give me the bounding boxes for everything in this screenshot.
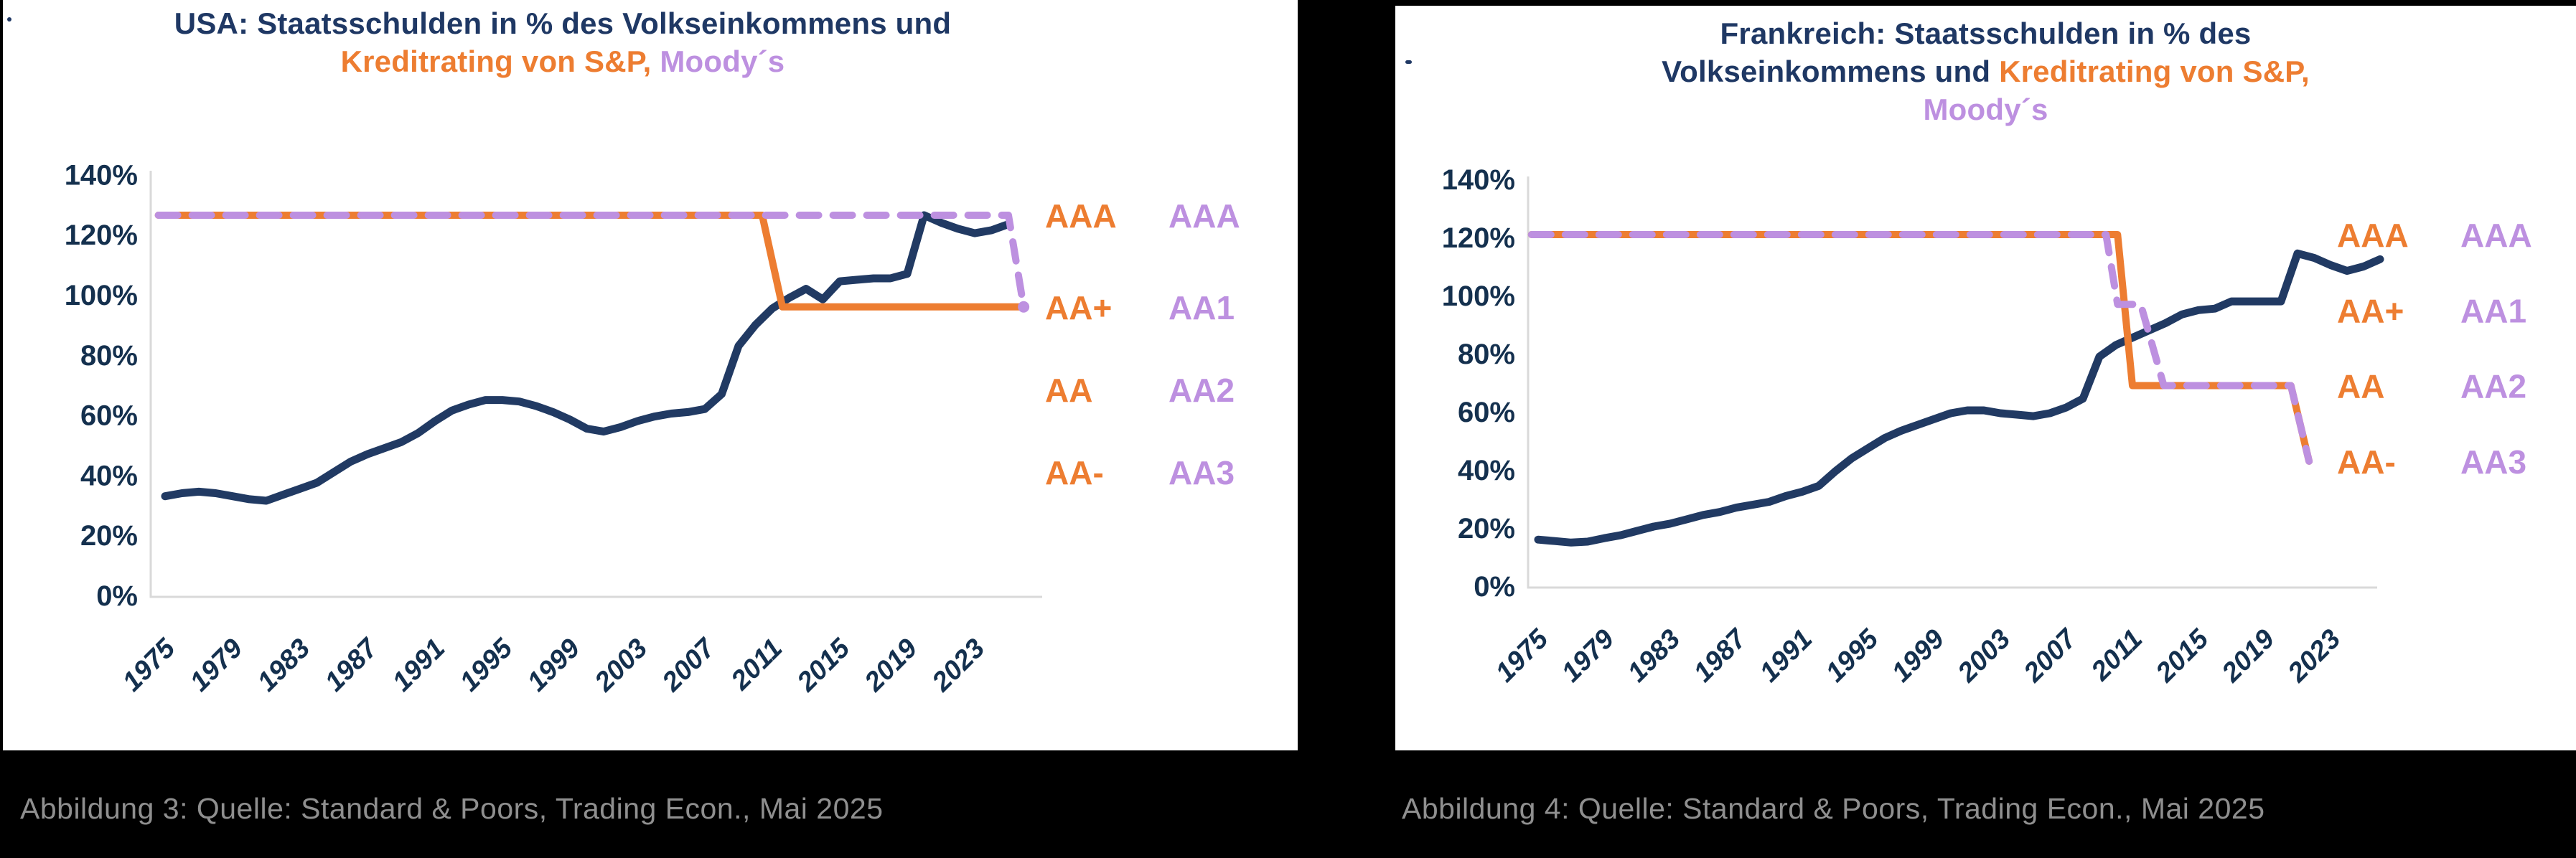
- x-tick-label: 2011: [725, 633, 788, 697]
- x-tick-label: 1991: [387, 633, 451, 697]
- title-run-purple: Moody´s: [1923, 93, 2048, 126]
- sp-rating-label: AA+: [1045, 289, 1112, 326]
- sp-rating-label: AA: [1045, 372, 1092, 409]
- y-tick-label: 120%: [1442, 222, 1515, 254]
- moodys-rating-label: AAA: [1168, 197, 1240, 235]
- x-tick-label: 2015: [2150, 623, 2215, 689]
- chart-title-line: Volkseinkommens und Kreditrating von S&P…: [1395, 52, 2576, 90]
- moodys-rating-label: AA3: [2460, 443, 2526, 481]
- x-tick-label: 2023: [2282, 624, 2346, 689]
- title-run-purple: Moody´s: [660, 44, 785, 78]
- y-tick-label: 100%: [65, 280, 138, 311]
- x-tick-label: 2003: [589, 633, 653, 698]
- y-tick-label: 20%: [80, 520, 138, 552]
- title-run-navy: Frankreich: Staatsschulden in % des: [1720, 16, 2252, 50]
- y-tick-label: 140%: [1442, 164, 1515, 196]
- x-tick-label: 1979: [184, 633, 248, 697]
- y-tick-label: 80%: [1458, 339, 1515, 370]
- y-tick-label: 120%: [65, 220, 138, 251]
- series-sp-rating-line: [154, 212, 1028, 311]
- series-debt-line: [1534, 249, 2384, 547]
- x-tick-label: 1983: [1622, 624, 1686, 688]
- y-tick-label: 0%: [96, 580, 138, 612]
- sp-rating-label: AAA: [2337, 217, 2409, 254]
- sp-rating-label: AAA: [1045, 197, 1117, 235]
- x-tick-label: 1979: [1556, 624, 1620, 688]
- x-tick-label: 1975: [117, 633, 182, 697]
- series-moodys-rating-line: [1527, 231, 2313, 465]
- y-tick-label: 40%: [1458, 455, 1515, 486]
- chart-title-line: Moody´s: [1395, 90, 2576, 128]
- stray-dot: [7, 17, 11, 22]
- y-tick-label: 60%: [1458, 397, 1515, 428]
- moodys-rating-label: AA3: [1168, 454, 1235, 491]
- y-tick-label: 100%: [1442, 280, 1515, 312]
- y-tick-label: 40%: [80, 460, 138, 491]
- x-tick-label: 2003: [1952, 624, 2016, 689]
- chart-title-line: Frankreich: Staatsschulden in % des: [1395, 14, 2576, 52]
- line-chart-usa: 0%20%40%60%80%100%120%140%1975 1979 1983 19…: [65, 159, 1240, 698]
- y-tick-label: 140%: [65, 159, 138, 191]
- x-tick-label: 1995: [1820, 623, 1885, 688]
- sp-rating-label: AA+: [2337, 292, 2404, 329]
- title-run-navy: Volkseinkommens und: [1662, 55, 2000, 88]
- x-tick-label: 2019: [858, 633, 923, 698]
- x-tick-label: 2019: [2216, 624, 2280, 689]
- caption-abbildung-4: Abbildung 4: Quelle: Standard & Poors, T…: [1402, 792, 2265, 825]
- line-chart-france: 0%20%40%60%80%100%120%140%1975 1979 1983 19…: [1442, 164, 2532, 689]
- y-tick-label: 20%: [1458, 513, 1515, 544]
- chart-card-france: Frankreich: Staatsschulden in % des Volks…: [1395, 6, 2576, 750]
- x-tick-label: 1987: [319, 632, 385, 697]
- x-tick-label: 1995: [454, 633, 519, 697]
- chart-card-usa: USA: Staatsschulden in % des Volkseinkom…: [3, 0, 1298, 750]
- x-tick-label: 1983: [252, 633, 316, 697]
- moodys-rating-end-dot: [1018, 301, 1030, 313]
- title-run-orange: Kreditrating von S&P,: [340, 44, 660, 78]
- series-moodys-rating-line: [154, 212, 1028, 311]
- axis-lines: [149, 171, 1042, 598]
- caption-abbildung-3: Abbildung 3: Quelle: Standard & Poors, T…: [20, 792, 884, 825]
- sp-rating-label: AA-: [1045, 454, 1104, 491]
- sp-rating-label: AA: [2337, 368, 2384, 405]
- stray-dot: [1405, 60, 1412, 64]
- chart-title-usa: USA: Staatsschulden in % des Volkseinkom…: [3, 4, 1123, 80]
- x-tick-label: 2007: [2018, 623, 2084, 689]
- moodys-rating-label: AA2: [2460, 368, 2526, 405]
- y-tick-label: 80%: [80, 340, 138, 372]
- y-tick-label: 0%: [1474, 571, 1515, 603]
- x-tick-label: 1987: [1688, 623, 1753, 688]
- y-tick-label: 60%: [80, 400, 138, 432]
- x-tick-label: 2023: [926, 633, 990, 698]
- moodys-rating-label: AA1: [1168, 289, 1235, 326]
- x-tick-label: 1991: [1754, 624, 1818, 688]
- x-tick-label: 1999: [522, 633, 586, 697]
- x-tick-label: 2015: [791, 633, 856, 698]
- axis-lines: [1527, 176, 2377, 589]
- x-tick-label: 2007: [656, 632, 722, 698]
- title-run-orange: Kreditrating von S&P,: [1999, 55, 2310, 88]
- chart-title-line: USA: Staatsschulden in % des Volkseinkom…: [3, 4, 1123, 42]
- chart-title-france: Frankreich: Staatsschulden in % des Volks…: [1395, 14, 2576, 128]
- sp-rating-label: AA-: [2337, 443, 2396, 481]
- series-debt-line: [161, 211, 1013, 505]
- moodys-rating-label: AA1: [2460, 292, 2526, 329]
- moodys-rating-label: AA2: [1168, 372, 1235, 409]
- x-tick-label: 1975: [1490, 623, 1555, 688]
- x-tick-label: 1999: [1886, 624, 1950, 688]
- chart-title-line: Kreditrating von S&P, Moody´s: [3, 42, 1123, 80]
- x-tick-label: 2011: [2085, 624, 2148, 687]
- title-run-navy: USA: Staatsschulden in % des Volkseinkom…: [174, 6, 952, 40]
- moodys-rating-label: AAA: [2460, 217, 2532, 254]
